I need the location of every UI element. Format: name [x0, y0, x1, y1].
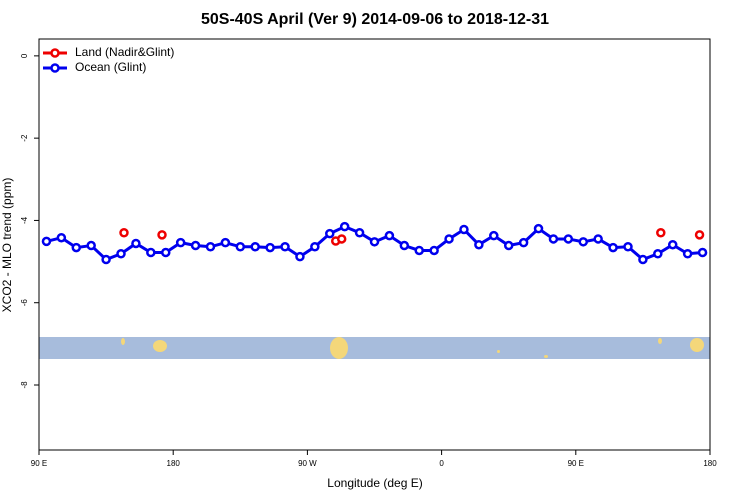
data-point — [157, 230, 167, 240]
plot-frame — [38, 38, 711, 451]
data-point — [638, 254, 648, 265]
legend-label: Land (Nadir&Glint) — [75, 45, 174, 59]
y-tick-label: -8 — [20, 381, 29, 389]
data-point — [101, 254, 111, 265]
x-tick-label: 90 E — [31, 459, 47, 468]
land-blob — [153, 340, 167, 352]
chart-title: 50S-40S April (Ver 9) 2014-09-06 to 2018… — [201, 11, 549, 28]
data-point — [205, 242, 216, 252]
data-point — [474, 239, 484, 250]
data-point — [656, 228, 666, 238]
data-point — [667, 239, 678, 250]
data-point — [175, 237, 186, 248]
data-point — [71, 242, 82, 253]
legend-marker — [50, 48, 60, 58]
data-point — [369, 237, 380, 247]
y-tick-label: 0 — [20, 53, 29, 58]
data-point — [489, 230, 499, 241]
x-tick-label: 180 — [167, 459, 181, 468]
data-point — [682, 249, 693, 259]
data-point — [444, 234, 454, 244]
data-point — [429, 245, 439, 256]
map-strip — [39, 337, 710, 359]
data-point — [578, 237, 589, 247]
land-blob — [497, 350, 500, 353]
land-blob — [544, 355, 548, 358]
data-point — [533, 223, 544, 234]
data-point — [250, 242, 260, 252]
legend-label: Ocean (Glint) — [75, 60, 146, 74]
data-point — [623, 242, 633, 252]
data-point — [146, 247, 156, 258]
data-point — [414, 245, 424, 256]
data-point — [41, 236, 52, 247]
y-tick-label: -6 — [20, 299, 29, 307]
data-point — [325, 228, 335, 239]
data-point — [653, 249, 663, 259]
x-tick-label: 0 — [439, 459, 444, 468]
data-point — [503, 240, 514, 251]
data-point — [354, 228, 365, 238]
data-point — [56, 232, 67, 243]
data-point — [518, 237, 529, 248]
land-blob — [658, 338, 662, 344]
data-point — [384, 230, 395, 241]
land-blob — [690, 338, 704, 352]
data-point — [116, 249, 126, 259]
data-point — [86, 240, 96, 251]
data-point — [160, 247, 171, 258]
data-point — [220, 237, 231, 248]
data-point — [310, 242, 320, 252]
data-point — [265, 242, 275, 253]
legend-marker — [50, 63, 60, 73]
y-axis-label: XCO2 - MLO trend (ppm) — [0, 178, 14, 313]
data-point — [399, 240, 410, 251]
y-tick-label: -4 — [20, 216, 29, 224]
land-blob — [330, 337, 348, 359]
data-point — [339, 221, 350, 232]
data-point — [694, 230, 705, 240]
data-point — [119, 228, 129, 238]
data-point — [336, 234, 347, 244]
data-point — [295, 251, 305, 262]
data-point — [131, 238, 141, 249]
land-blob — [121, 338, 125, 345]
data-point — [548, 234, 559, 244]
data-point — [563, 234, 574, 244]
data-point — [235, 242, 246, 252]
y-tick-label: -2 — [20, 134, 29, 142]
x-axis-label: Longitude (deg E) — [327, 476, 422, 490]
data-point — [459, 224, 469, 235]
data-point — [280, 242, 290, 252]
x-tick-label: 180 — [703, 459, 717, 468]
x-tick-label: 90 E — [568, 459, 584, 468]
data-point — [697, 247, 708, 258]
data-point — [190, 240, 201, 251]
data-point — [608, 242, 618, 253]
x-tick-label: 90 W — [298, 459, 317, 468]
data-point — [593, 234, 603, 244]
